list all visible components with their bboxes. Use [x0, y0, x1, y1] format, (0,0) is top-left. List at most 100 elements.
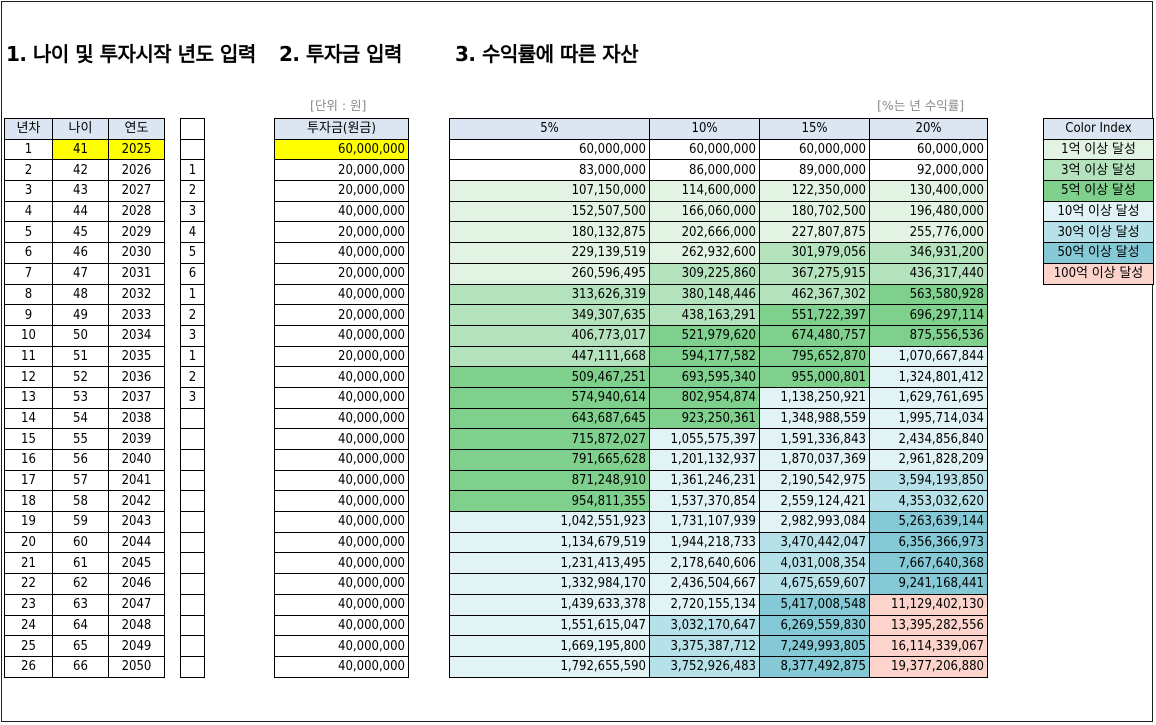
year-index-cell: 20	[4, 531, 53, 554]
year-cell: 2030	[108, 242, 165, 264]
table-row: 20,000,000	[274, 159, 409, 182]
table-row: 1,669,195,800 3,375,387,712 7,249,993,805 1…	[449, 635, 988, 657]
investment-cell[interactable]: 40,000,000	[274, 635, 409, 657]
investment-cell[interactable]: 40,000,000	[274, 531, 409, 554]
investment-cell[interactable]: 40,000,000	[274, 449, 409, 471]
investment-cell[interactable]: 40,000,000	[274, 324, 409, 347]
investment-cell[interactable]: 40,000,000	[274, 490, 409, 513]
asset-value-cell: 122,350,000	[759, 180, 870, 202]
investment-cell[interactable]: 60,000,000	[274, 138, 409, 161]
table-row: 25 65 2049	[4, 635, 165, 657]
year-cell: 2037	[108, 386, 165, 409]
asset-value-cell: 3,032,170,647	[649, 614, 760, 637]
investment-cell[interactable]: 40,000,000	[274, 200, 409, 223]
asset-value-cell: 923,250,361	[649, 407, 760, 430]
investment-cell[interactable]: 40,000,000	[274, 469, 409, 492]
year-cell: 2033	[108, 304, 165, 326]
investment-cell[interactable]: 20,000,000	[274, 345, 409, 368]
side-number-cell	[180, 655, 205, 678]
year-cell: 2048	[108, 614, 165, 637]
asset-value-cell: 955,000,801	[759, 366, 870, 388]
legend-item: 3억 이상 달성	[1043, 159, 1154, 182]
investment-table: 투자금(원금) 60,000,000 20,000,000 20,000,000 40…	[274, 118, 409, 678]
age-table-header: 연도	[108, 118, 165, 140]
year-index-cell: 13	[4, 386, 53, 409]
year-cell[interactable]: 2025	[108, 138, 165, 161]
investment-cell[interactable]: 40,000,000	[274, 407, 409, 430]
legend-row: 3억 이상 달성	[1043, 159, 1154, 182]
age-cell: 52	[52, 366, 109, 388]
age-cell: 57	[52, 469, 109, 492]
investment-cell[interactable]: 40,000,000	[274, 552, 409, 575]
year-cell: 2036	[108, 366, 165, 388]
age-cell: 66	[52, 655, 109, 678]
asset-value-cell: 262,932,600	[649, 242, 760, 264]
side-number-cell	[180, 531, 205, 554]
table-row: 871,248,910 1,361,246,231 2,190,542,975 3,5…	[449, 469, 988, 492]
investment-cell[interactable]: 40,000,000	[274, 428, 409, 450]
asset-value-cell: 3,594,193,850	[869, 469, 988, 492]
investment-cell[interactable]: 40,000,000	[274, 283, 409, 306]
asset-value-cell: 1,870,037,369	[759, 449, 870, 471]
age-cell: 48	[52, 283, 109, 306]
asset-value-cell: 3,375,387,712	[649, 635, 760, 657]
age-cell: 50	[52, 324, 109, 347]
investment-cell[interactable]: 20,000,000	[274, 180, 409, 202]
investment-cell[interactable]: 20,000,000	[274, 159, 409, 182]
investment-cell[interactable]: 40,000,000	[274, 614, 409, 637]
age-cell: 65	[52, 635, 109, 657]
asset-value-cell: 313,626,319	[449, 283, 650, 306]
table-row: 260,596,495 309,225,860 367,275,915 436,317…	[449, 262, 988, 285]
asset-value-cell: 447,111,668	[449, 345, 650, 368]
table-row: 20,000,000	[274, 262, 409, 285]
side-number-cell: 1	[180, 345, 205, 368]
asset-value-cell: 152,507,500	[449, 200, 650, 223]
table-row: 8 48 2032	[4, 283, 165, 306]
legend-item: 100억 이상 달성	[1043, 262, 1154, 285]
asset-value-cell: 380,148,446	[649, 283, 760, 306]
asset-value-cell: 1,231,413,495	[449, 552, 650, 575]
unit-note: [단위 : 원]	[310, 98, 367, 113]
legend-row: 10억 이상 달성	[1043, 200, 1154, 223]
table-row: 180,132,875 202,666,000 227,807,875 255,776…	[449, 221, 988, 244]
asset-value-cell: 180,132,875	[449, 221, 650, 244]
year-cell: 2028	[108, 200, 165, 223]
investment-cell[interactable]: 40,000,000	[274, 655, 409, 678]
table-row: 313,626,319 380,148,446 462,367,302 563,580…	[449, 283, 988, 306]
year-index-cell: 1	[4, 138, 53, 161]
investment-cell[interactable]: 20,000,000	[274, 262, 409, 285]
age-table: 년차 나이 연도 1 41 2025 2 42 2026 3 43 2027 4 44 2028 5 45 20…	[4, 118, 165, 678]
asset-value-cell: 802,954,874	[649, 386, 760, 409]
legend-item: 5억 이상 달성	[1043, 180, 1154, 202]
investment-cell[interactable]: 20,000,000	[274, 221, 409, 244]
asset-value-cell: 6,269,559,830	[759, 614, 870, 637]
investment-cell[interactable]: 40,000,000	[274, 366, 409, 388]
side-number-cell	[180, 573, 205, 595]
year-index-cell: 3	[4, 180, 53, 202]
side-number-cell	[180, 635, 205, 657]
investment-cell[interactable]: 40,000,000	[274, 242, 409, 264]
table-row: 20,000,000	[274, 221, 409, 244]
table-row: 19 59 2043	[4, 511, 165, 533]
side-number-cell: 3	[180, 386, 205, 409]
age-table-header: 나이	[52, 118, 109, 140]
age-cell: 43	[52, 180, 109, 202]
investment-cell[interactable]: 20,000,000	[274, 304, 409, 326]
table-row: 1,134,679,519 1,944,218,733 3,470,442,047 6…	[449, 531, 988, 554]
year-cell: 2043	[108, 511, 165, 533]
year-index-cell: 11	[4, 345, 53, 368]
asset-value-cell: 1,055,575,397	[649, 428, 760, 450]
investment-cell[interactable]: 40,000,000	[274, 511, 409, 533]
year-cell: 2031	[108, 262, 165, 285]
table-row: 40,000,000	[274, 490, 409, 513]
investment-cell[interactable]: 40,000,000	[274, 386, 409, 409]
age-cell[interactable]: 41	[52, 138, 109, 161]
asset-value-cell: 1,537,370,854	[649, 490, 760, 513]
table-row: 5 45 2029	[4, 221, 165, 244]
legend-row: 5억 이상 달성	[1043, 180, 1154, 202]
table-row: 20,000,000	[274, 180, 409, 202]
investment-cell[interactable]: 40,000,000	[274, 573, 409, 595]
table-row: 2 42 2026	[4, 159, 165, 182]
side-number-cell	[180, 614, 205, 637]
investment-cell[interactable]: 40,000,000	[274, 593, 409, 616]
